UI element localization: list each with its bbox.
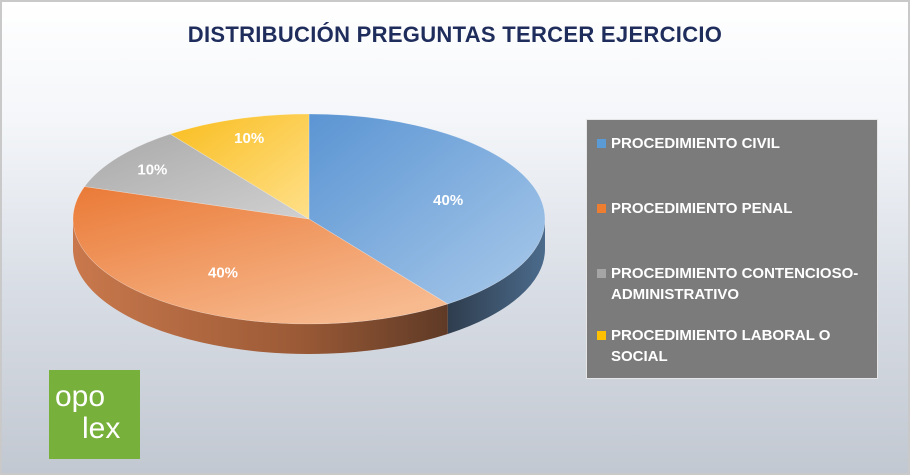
- pie-side-2: [72, 219, 448, 354]
- logo-text-line1: opo: [55, 380, 106, 413]
- legend-label-4: PROCEDIMIENTO LABORAL O SOCIAL: [611, 327, 831, 365]
- pie-side-1: [447, 219, 545, 334]
- legend-label-3: PROCEDIMIENTO CONTENCIOSO- ADMINISTRATIVO: [611, 265, 859, 303]
- data-label-2: 40%: [208, 265, 238, 282]
- pie-data-labels: 40% 40% 10% 10%: [137, 130, 463, 282]
- legend-item-1: PROCEDIMIENTO CIVIL: [597, 133, 867, 154]
- logo-text-line2: lex: [82, 412, 121, 445]
- opolex-logo: opo lex: [49, 370, 140, 459]
- pie-slices: [72, 113, 546, 325]
- pie-slice-2: [72, 186, 449, 325]
- data-label-1: 40%: [433, 192, 463, 209]
- legend-swatch-4: [597, 331, 606, 340]
- legend-swatch-2: [597, 204, 606, 213]
- legend-swatch-1: [597, 139, 606, 148]
- legend-swatch-3: [597, 269, 606, 278]
- legend-item-2: PROCEDIMIENTO PENAL: [597, 198, 867, 219]
- pie-slice-1: [308, 113, 546, 305]
- pie-slice-4: [169, 113, 310, 220]
- data-label-3: 10%: [137, 161, 167, 178]
- legend-label-2: PROCEDIMIENTO PENAL: [611, 200, 793, 217]
- legend-item-4: PROCEDIMIENTO LABORAL O SOCIAL: [597, 325, 867, 367]
- pie-sides: [72, 219, 545, 354]
- legend-label-1: PROCEDIMIENTO CIVIL: [611, 135, 780, 152]
- pie-slice-3: [84, 133, 310, 220]
- chart-legend: PROCEDIMIENTO CIVIL PROCEDIMIENTO PENAL PR…: [586, 119, 878, 379]
- legend-item-3: PROCEDIMIENTO CONTENCIOSO- ADMINISTRATIVO: [597, 263, 867, 305]
- chart-title: DISTRIBUCIÓN PREGUNTAS TERCER EJERCICIO: [187, 22, 723, 47]
- data-label-4: 10%: [234, 130, 264, 147]
